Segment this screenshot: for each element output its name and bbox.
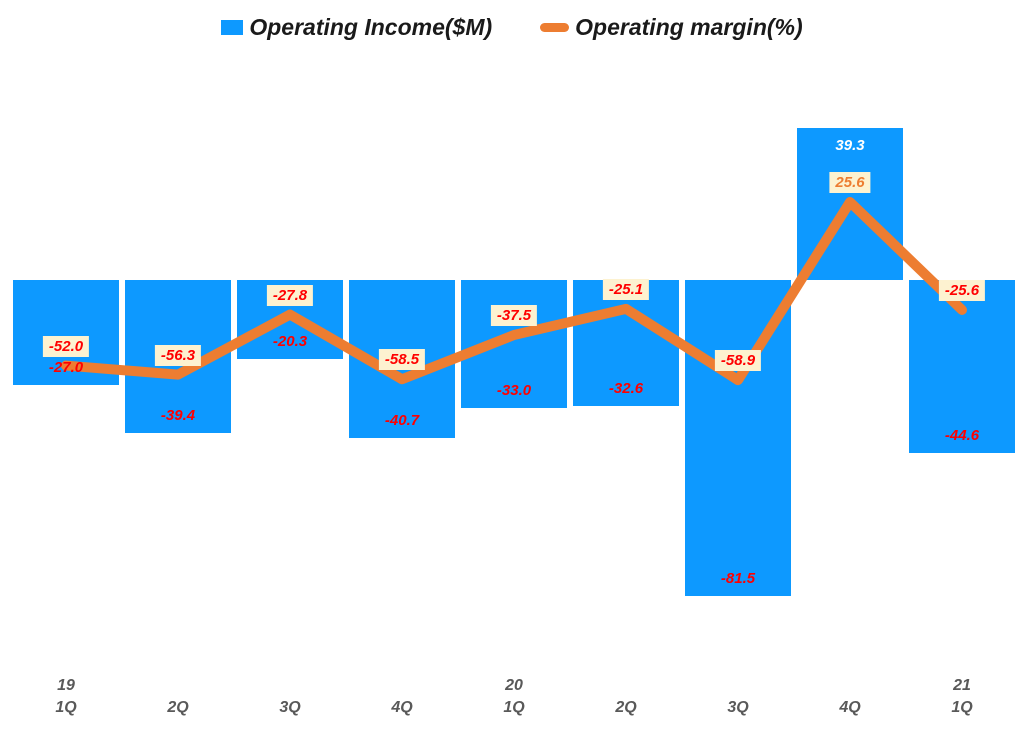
margin-value-label: -56.3 xyxy=(154,344,202,366)
margin-value-label: -58.9 xyxy=(714,350,762,372)
margin-value-label: -52.0 xyxy=(42,335,90,357)
bar-value-label: -32.6 xyxy=(608,380,644,398)
bar-value-label: -20.3 xyxy=(272,332,308,350)
chart-legend: Operating Income($M) Operating margin(%) xyxy=(0,14,1024,41)
x-axis-year-label: 19 xyxy=(57,677,75,694)
margin-value-label: -37.5 xyxy=(490,305,538,326)
operating-income-bar xyxy=(685,280,791,596)
legend-label-operating-income: Operating Income($M) xyxy=(249,14,493,40)
legend-line-swatch-icon xyxy=(540,23,570,32)
x-axis-quarter-label: 2Q xyxy=(615,699,637,716)
x-axis-year-label: 20 xyxy=(505,677,523,694)
legend-label-operating-margin: Operating margin(%) xyxy=(575,14,803,40)
x-axis-quarter-label: 4Q xyxy=(391,699,413,716)
x-axis-quarter-label: 3Q xyxy=(279,699,301,716)
bar-value-label: -39.4 xyxy=(160,406,196,424)
margin-value-label: -25.6 xyxy=(938,279,986,301)
legend-item-operating-margin: Operating margin(%) xyxy=(540,14,803,41)
margin-value-label: -25.1 xyxy=(602,278,650,300)
margin-value-label: -58.5 xyxy=(378,349,426,371)
bar-value-label: -44.6 xyxy=(944,426,980,444)
margin-value-label: 25.6 xyxy=(829,172,871,194)
legend-item-operating-income: Operating Income($M) xyxy=(221,14,492,41)
bar-value-label: -33.0 xyxy=(496,381,532,399)
x-axis-quarter-label: 1Q xyxy=(503,699,525,716)
x-axis-quarter-label: 3Q xyxy=(727,699,749,716)
bar-value-label: -40.7 xyxy=(384,411,420,429)
bar-value-label: -81.5 xyxy=(720,569,756,587)
margin-value-label: -27.8 xyxy=(266,284,314,306)
x-axis-quarter-label: 4Q xyxy=(839,699,861,716)
x-axis-quarter-label: 1Q xyxy=(55,699,77,716)
x-axis-quarter-label: 2Q xyxy=(167,699,189,716)
x-axis-year-label: 21 xyxy=(953,677,971,694)
bar-value-label: -27.0 xyxy=(48,358,84,376)
x-axis-quarter-label: 1Q xyxy=(951,699,973,716)
bar-value-label: 39.3 xyxy=(835,136,865,154)
legend-bar-swatch-icon xyxy=(221,20,244,35)
